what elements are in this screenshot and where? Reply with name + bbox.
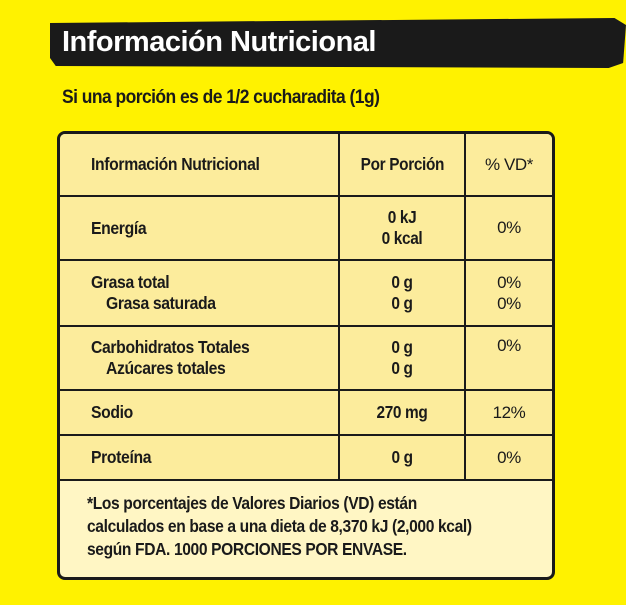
footnote-line: según FDA. 1000 PORCIONES POR ENVASE. [87,539,407,559]
title-banner [50,18,626,68]
nutrient-label-sodio: Sodio [60,389,340,436]
value-energia: 0 kJ 0 kcal [338,195,466,261]
page-title: Información Nutricional [62,26,376,58]
nutrient-label-energia: Energía [60,195,340,261]
value-grasa: 0 g 0 g [338,259,466,327]
dv-sodio: 12% [464,389,552,436]
nutrient-label-proteina: Proteína [60,434,340,481]
value-proteina: 0 g [338,434,466,481]
table-row-carbohidratos: Carbohidratos Totales Azúcares totales 0… [60,325,552,391]
col-header-per-serving: Por Porción [338,134,466,197]
value-carbohidratos: 0 g 0 g [338,325,466,391]
dv-grasa: 0% 0% [464,259,552,327]
nutrition-panel: Información Nutricional Por Porción % VD… [57,131,555,580]
table-row-sodio: Sodio 270 mg 12% [60,389,552,436]
nutrient-label-grasa: Grasa total Grasa saturada [60,259,340,327]
table-row-grasa: Grasa total Grasa saturada 0 g 0 g 0% 0% [60,259,552,327]
value-sodio: 270 mg [338,389,466,436]
dv-carbohidratos: 0% [464,325,552,391]
dv-energia: 0% [464,195,552,261]
nutrition-table: Información Nutricional Por Porción % VD… [60,134,552,481]
dv-proteina: 0% [464,434,552,481]
col-header-dv: % VD* [464,134,552,197]
footnote: *Los porcentajes de Valores Diarios (VD)… [87,492,472,561]
table-header-row: Información Nutricional Por Porción % VD… [60,134,552,197]
footnote-line: calculados en base a una dieta de 8,370 … [87,516,472,536]
table-row-proteina: Proteína 0 g 0% [60,434,552,481]
table-row-energia: Energía 0 kJ 0 kcal 0% [60,195,552,261]
col-header-nutrient: Información Nutricional [60,134,340,197]
footnote-line: *Los porcentajes de Valores Diarios (VD)… [87,493,417,513]
serving-size: Si una porción es de 1/2 cucharadita (1g… [62,87,380,108]
nutrient-label-carbohidratos: Carbohidratos Totales Azúcares totales [60,325,340,391]
